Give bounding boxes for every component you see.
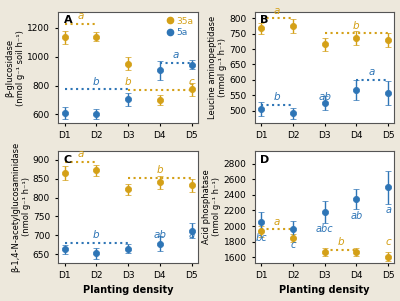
Text: a: a: [274, 217, 280, 227]
X-axis label: Planting density: Planting density: [83, 285, 173, 296]
Legend: 35a, 5a: 35a, 5a: [166, 17, 194, 37]
Text: b: b: [337, 237, 344, 247]
Text: B: B: [260, 15, 269, 25]
Text: a: a: [274, 6, 280, 16]
Text: C: C: [64, 155, 72, 165]
Text: b: b: [274, 92, 280, 102]
Text: b: b: [125, 77, 132, 88]
Text: c: c: [385, 237, 391, 247]
Y-axis label: β-glucosidase
(nmol g⁻¹ soil h⁻¹): β-glucosidase (nmol g⁻¹ soil h⁻¹): [6, 29, 25, 106]
Text: a: a: [172, 50, 179, 60]
Text: b: b: [93, 77, 100, 87]
Text: a: a: [369, 67, 376, 77]
Text: a: a: [188, 231, 195, 240]
Text: a: a: [385, 206, 391, 216]
Text: b: b: [156, 166, 163, 175]
Text: ab: ab: [318, 92, 331, 102]
Y-axis label: β-1,4-N-acetylglucosaminidase
(nmol g⁻¹ h⁻¹): β-1,4-N-acetylglucosaminidase (nmol g⁻¹ …: [11, 142, 31, 272]
Text: D: D: [260, 155, 270, 165]
Y-axis label: Acid phosphatase
(nmol g⁻¹ h⁻¹): Acid phosphatase (nmol g⁻¹ h⁻¹): [202, 170, 222, 244]
Text: c: c: [290, 240, 296, 250]
Text: ab: ab: [153, 231, 166, 240]
Text: a: a: [77, 11, 84, 21]
Text: abc: abc: [316, 225, 334, 234]
Text: b: b: [93, 231, 100, 240]
Text: b: b: [353, 20, 360, 31]
Text: bc: bc: [256, 234, 267, 244]
Text: A: A: [64, 15, 72, 25]
Y-axis label: Leucine aminopeptidase
(nmol g⁻¹ h⁻¹): Leucine aminopeptidase (nmol g⁻¹ h⁻¹): [208, 16, 227, 119]
Text: ab: ab: [350, 211, 362, 221]
X-axis label: Planting density: Planting density: [280, 285, 370, 296]
Text: a: a: [77, 149, 84, 159]
Text: c: c: [189, 77, 194, 88]
